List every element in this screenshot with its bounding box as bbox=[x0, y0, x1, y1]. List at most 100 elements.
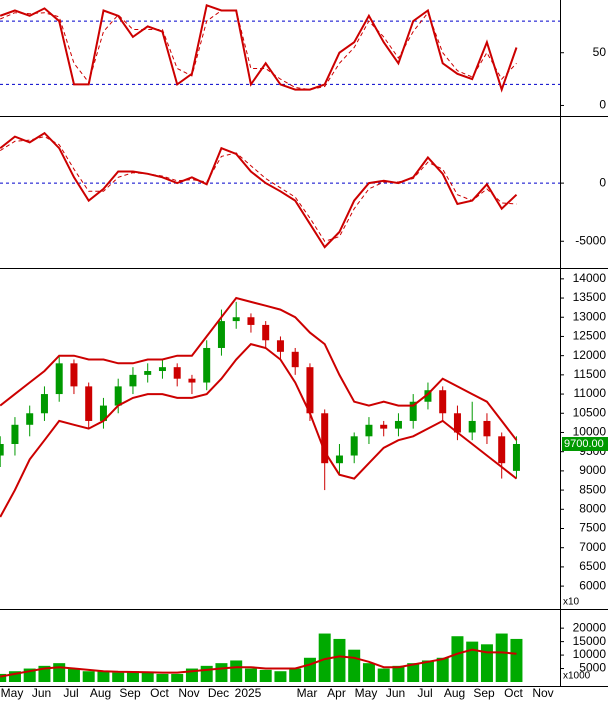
series-line bbox=[0, 10, 517, 91]
volume-bar bbox=[333, 638, 346, 682]
volume-bar bbox=[53, 663, 66, 682]
candle-body bbox=[321, 413, 329, 464]
candle-body bbox=[70, 363, 78, 387]
candle-body bbox=[512, 443, 520, 471]
candle-body bbox=[262, 324, 270, 341]
volume-bar bbox=[348, 649, 361, 682]
candle-body bbox=[144, 371, 152, 375]
y-tick-label: 13000 bbox=[573, 309, 607, 323]
candle-body bbox=[26, 413, 34, 425]
y-tick-label: 10000 bbox=[573, 425, 607, 439]
candle-body bbox=[85, 386, 93, 421]
candle-body bbox=[394, 420, 402, 429]
series-line bbox=[0, 296, 518, 441]
candle-body bbox=[335, 455, 343, 464]
y-tick-label: 13500 bbox=[573, 290, 607, 304]
candle-body bbox=[483, 420, 491, 437]
x-tick-label: Oct bbox=[150, 686, 169, 700]
candle-body bbox=[188, 378, 196, 383]
volume-bar bbox=[421, 660, 434, 682]
candle-body bbox=[173, 367, 181, 379]
candle-body bbox=[40, 394, 48, 414]
series-line bbox=[0, 342, 518, 518]
x-tick-label: Dec bbox=[208, 686, 229, 700]
volume-bar bbox=[244, 668, 257, 682]
y-tick-label: 5000 bbox=[579, 661, 606, 675]
candle-body bbox=[217, 321, 225, 348]
x-tick-label: Aug bbox=[444, 686, 465, 700]
volume-bar bbox=[510, 638, 523, 682]
candle-body bbox=[276, 340, 284, 352]
volume-bar bbox=[289, 668, 302, 682]
candle-body bbox=[453, 413, 461, 433]
volume-bar bbox=[156, 673, 169, 682]
volume-bar bbox=[126, 671, 139, 682]
y-tick-label: 9000 bbox=[579, 463, 606, 477]
volume-bar bbox=[480, 644, 493, 682]
y-tick-label: 8500 bbox=[579, 482, 606, 496]
volume-bar bbox=[141, 672, 154, 682]
volume-bar bbox=[303, 657, 316, 682]
candle-body bbox=[365, 424, 373, 437]
candle-body bbox=[291, 351, 299, 368]
y-tick-label: 7500 bbox=[579, 521, 606, 535]
y-tick-label: 20000 bbox=[573, 620, 607, 634]
volume-bar bbox=[318, 633, 331, 682]
x-tick-label: Sep bbox=[119, 686, 141, 700]
volume-bar bbox=[377, 668, 390, 682]
y-tick-label: 7000 bbox=[579, 540, 606, 554]
candle-body bbox=[498, 436, 506, 464]
y-tick-label: 10500 bbox=[573, 405, 607, 419]
y-tick-label: 6500 bbox=[579, 559, 606, 573]
volume-bar bbox=[0, 673, 7, 682]
series-line bbox=[0, 648, 517, 678]
x-tick-label: Aug bbox=[90, 686, 111, 700]
volume-bar bbox=[451, 636, 464, 682]
x-tick-label: Jul bbox=[63, 686, 78, 700]
x-tick-label: May bbox=[1, 686, 24, 700]
volume-bar bbox=[8, 671, 21, 682]
y-tick-label: 12500 bbox=[573, 329, 607, 343]
volume-bar bbox=[466, 641, 479, 682]
candle-body bbox=[439, 390, 447, 414]
y-tick-label: 0 bbox=[599, 175, 606, 189]
x-tick-label: Oct bbox=[504, 686, 523, 700]
volume-bar bbox=[259, 669, 272, 682]
candle-body bbox=[0, 443, 4, 456]
candle-body bbox=[409, 401, 417, 421]
candle-body bbox=[203, 347, 211, 383]
y-tick-label: 12000 bbox=[573, 348, 607, 362]
y-tick-label: -5000 bbox=[575, 233, 606, 247]
candle-body bbox=[247, 317, 255, 325]
x-tick-label: Jun bbox=[32, 686, 51, 700]
volume-bar bbox=[436, 657, 449, 682]
volume-bar bbox=[407, 663, 420, 682]
y-tick-label: 15000 bbox=[573, 634, 607, 648]
volume-bar bbox=[274, 671, 287, 682]
candle-body bbox=[99, 405, 107, 421]
volume-bar bbox=[112, 672, 125, 682]
x-tick-label: 2025 bbox=[235, 686, 262, 700]
series-line bbox=[0, 131, 518, 249]
unit-label: x10 bbox=[563, 597, 580, 608]
y-tick-label: 50 bbox=[593, 45, 607, 59]
last-price-box bbox=[562, 436, 608, 451]
x-tick-label: Jun bbox=[386, 686, 405, 700]
candle-body bbox=[468, 420, 476, 433]
volume-bar bbox=[82, 671, 95, 682]
volume-bar bbox=[392, 665, 405, 682]
candle-body bbox=[424, 390, 432, 402]
volume-bar bbox=[230, 660, 243, 682]
candle-body bbox=[350, 436, 358, 456]
x-tick-label: Jul bbox=[417, 686, 432, 700]
y-tick-label: 11500 bbox=[574, 367, 607, 381]
x-tick-label: Nov bbox=[178, 686, 199, 700]
candle-body bbox=[380, 424, 388, 429]
y-tick-label: 8000 bbox=[579, 501, 606, 515]
unit-label: x1000 bbox=[563, 671, 591, 682]
last-price-label: 9700.00 bbox=[564, 438, 604, 450]
y-tick-label: 0 bbox=[599, 98, 606, 112]
